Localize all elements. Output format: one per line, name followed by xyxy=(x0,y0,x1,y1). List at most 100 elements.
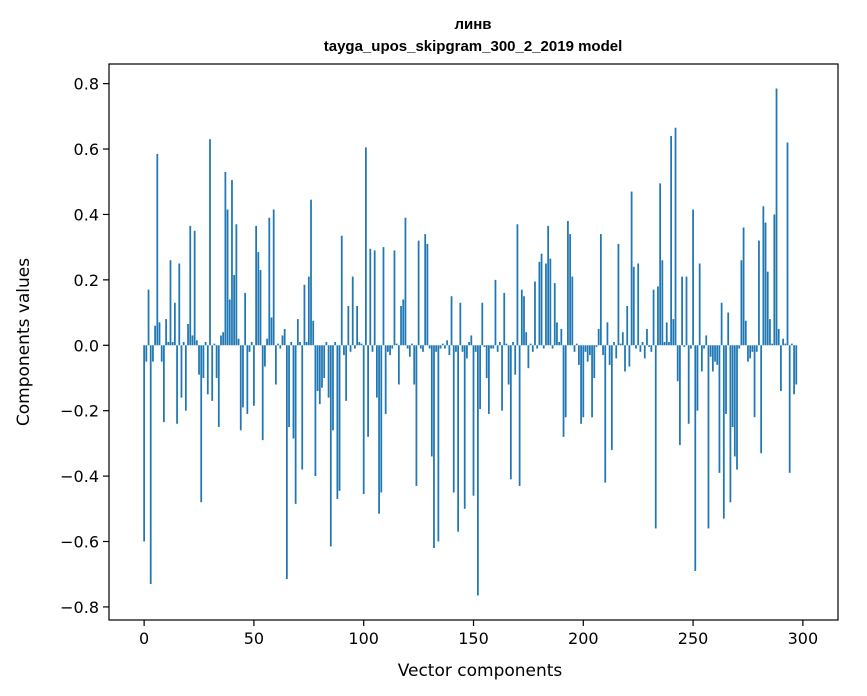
bar-271 xyxy=(738,345,741,349)
bar-21 xyxy=(189,225,192,346)
bar-87 xyxy=(334,342,337,346)
bar-3 xyxy=(149,345,152,585)
bar-132 xyxy=(433,345,435,549)
bar-252 xyxy=(696,345,699,411)
bar-100 xyxy=(362,345,365,495)
bar-51 xyxy=(255,225,257,346)
bar-68 xyxy=(292,345,295,439)
bar-83 xyxy=(325,342,328,346)
bar-286 xyxy=(771,343,774,346)
bar-242 xyxy=(674,127,677,346)
bar-73 xyxy=(303,284,306,346)
bar-88 xyxy=(336,345,339,499)
bar-248 xyxy=(687,345,690,424)
bar-219 xyxy=(624,345,626,372)
bar-177 xyxy=(531,345,534,352)
bar-116 xyxy=(397,345,400,385)
bar-255 xyxy=(703,345,705,349)
bar-85 xyxy=(329,345,332,547)
bar-50 xyxy=(253,345,255,406)
bar-114 xyxy=(393,250,396,346)
bar-243 xyxy=(676,345,679,382)
x-tick-label: 150 xyxy=(458,629,489,648)
bar-75 xyxy=(307,276,310,346)
bar-258 xyxy=(709,345,712,357)
bar-282 xyxy=(762,206,765,346)
bar-200 xyxy=(582,345,585,418)
bar-82 xyxy=(323,345,326,378)
bar-181 xyxy=(540,253,543,346)
bar-2 xyxy=(147,289,150,346)
bar-92 xyxy=(345,345,348,401)
bar-194 xyxy=(569,234,571,346)
bar-142 xyxy=(455,345,457,352)
bar-18 xyxy=(182,342,185,346)
bar-249 xyxy=(690,345,692,349)
bar-112 xyxy=(389,345,391,356)
bar-44 xyxy=(239,345,242,431)
bar-193 xyxy=(567,220,569,346)
bar-4 xyxy=(152,345,154,362)
bar-31 xyxy=(211,345,214,401)
bar-127 xyxy=(422,345,424,352)
bar-256 xyxy=(705,335,708,346)
bar-293 xyxy=(786,142,789,346)
bar-259 xyxy=(711,345,714,372)
bar-37 xyxy=(224,171,227,346)
bar-270 xyxy=(736,345,738,470)
bar-189 xyxy=(558,342,561,346)
bar-78 xyxy=(314,345,317,477)
bar-160 xyxy=(494,279,497,346)
bar-125 xyxy=(417,240,420,346)
bar-28 xyxy=(204,342,207,346)
bar-165 xyxy=(505,343,508,346)
bar-20 xyxy=(187,324,189,346)
x-tick-label: 250 xyxy=(678,629,709,648)
bar-287 xyxy=(773,214,776,346)
bar-118 xyxy=(402,299,405,346)
bar-215 xyxy=(615,345,618,359)
bar-79 xyxy=(316,345,319,392)
bar-185 xyxy=(549,258,552,346)
y-tick-label: 0.4 xyxy=(74,205,99,224)
bar-162 xyxy=(498,342,501,346)
bar-229 xyxy=(646,328,648,346)
bar-52 xyxy=(257,252,260,346)
x-tick-label: 200 xyxy=(568,629,599,648)
bar-260 xyxy=(714,345,716,362)
bar-series xyxy=(143,88,798,596)
bar-15 xyxy=(176,345,178,424)
bar-70 xyxy=(296,319,299,346)
bar-113 xyxy=(391,345,394,349)
bar-217 xyxy=(619,343,622,346)
bar-198 xyxy=(578,345,580,365)
bar-197 xyxy=(575,343,578,346)
bar-210 xyxy=(604,345,607,483)
y-tick-label: −0.4 xyxy=(60,467,99,486)
bar-236 xyxy=(661,260,664,346)
bar-45 xyxy=(242,345,244,408)
y-tick-label: −0.8 xyxy=(60,598,99,617)
bar-276 xyxy=(749,345,752,359)
bar-33 xyxy=(215,345,218,378)
bar-169 xyxy=(514,345,517,375)
bar-238 xyxy=(665,322,668,346)
y-tick-label: −0.2 xyxy=(60,402,99,421)
bar-122 xyxy=(411,343,413,346)
bar-16 xyxy=(178,263,181,346)
bar-274 xyxy=(744,320,747,346)
bar-120 xyxy=(406,345,409,349)
bar-97 xyxy=(356,306,359,346)
bar-71 xyxy=(299,342,301,346)
bar-209 xyxy=(602,345,604,356)
y-tick-label: −0.6 xyxy=(60,533,99,552)
bar-184 xyxy=(547,225,550,346)
bar-134 xyxy=(437,345,440,542)
bar-278 xyxy=(753,345,756,418)
bar-27 xyxy=(202,345,205,378)
bar-13 xyxy=(171,342,174,346)
bar-222 xyxy=(630,191,633,346)
bar-172 xyxy=(520,289,523,346)
bar-9 xyxy=(163,345,165,423)
y-tick-label: 0.2 xyxy=(74,271,99,290)
